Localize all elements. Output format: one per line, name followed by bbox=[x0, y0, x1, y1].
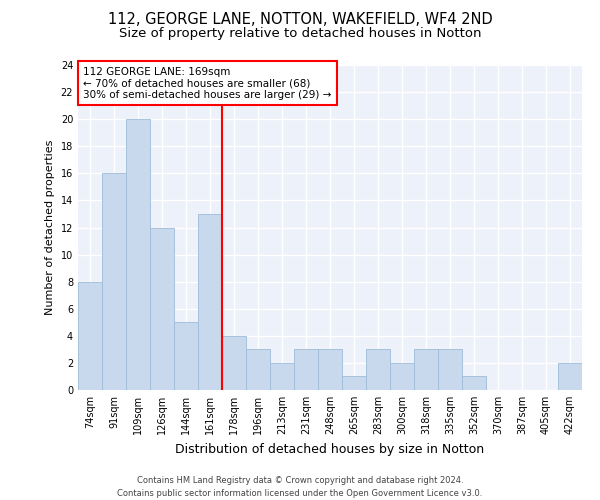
Bar bbox=[414, 350, 438, 390]
Bar bbox=[438, 350, 462, 390]
Bar bbox=[270, 363, 294, 390]
Bar bbox=[174, 322, 198, 390]
Text: Contains HM Land Registry data © Crown copyright and database right 2024.
Contai: Contains HM Land Registry data © Crown c… bbox=[118, 476, 482, 498]
Bar bbox=[366, 350, 390, 390]
Bar bbox=[78, 282, 102, 390]
Text: 112, GEORGE LANE, NOTTON, WAKEFIELD, WF4 2ND: 112, GEORGE LANE, NOTTON, WAKEFIELD, WF4… bbox=[107, 12, 493, 28]
Bar bbox=[102, 174, 126, 390]
Text: Size of property relative to detached houses in Notton: Size of property relative to detached ho… bbox=[119, 28, 481, 40]
Bar bbox=[342, 376, 366, 390]
Bar bbox=[150, 228, 174, 390]
Bar bbox=[222, 336, 246, 390]
Bar bbox=[390, 363, 414, 390]
Bar bbox=[318, 350, 342, 390]
Bar bbox=[246, 350, 270, 390]
Bar bbox=[126, 119, 150, 390]
Y-axis label: Number of detached properties: Number of detached properties bbox=[45, 140, 55, 315]
Text: 112 GEORGE LANE: 169sqm
← 70% of detached houses are smaller (68)
30% of semi-de: 112 GEORGE LANE: 169sqm ← 70% of detache… bbox=[83, 66, 331, 100]
Bar bbox=[198, 214, 222, 390]
X-axis label: Distribution of detached houses by size in Notton: Distribution of detached houses by size … bbox=[175, 442, 485, 456]
Bar bbox=[294, 350, 318, 390]
Bar bbox=[558, 363, 582, 390]
Bar bbox=[462, 376, 486, 390]
